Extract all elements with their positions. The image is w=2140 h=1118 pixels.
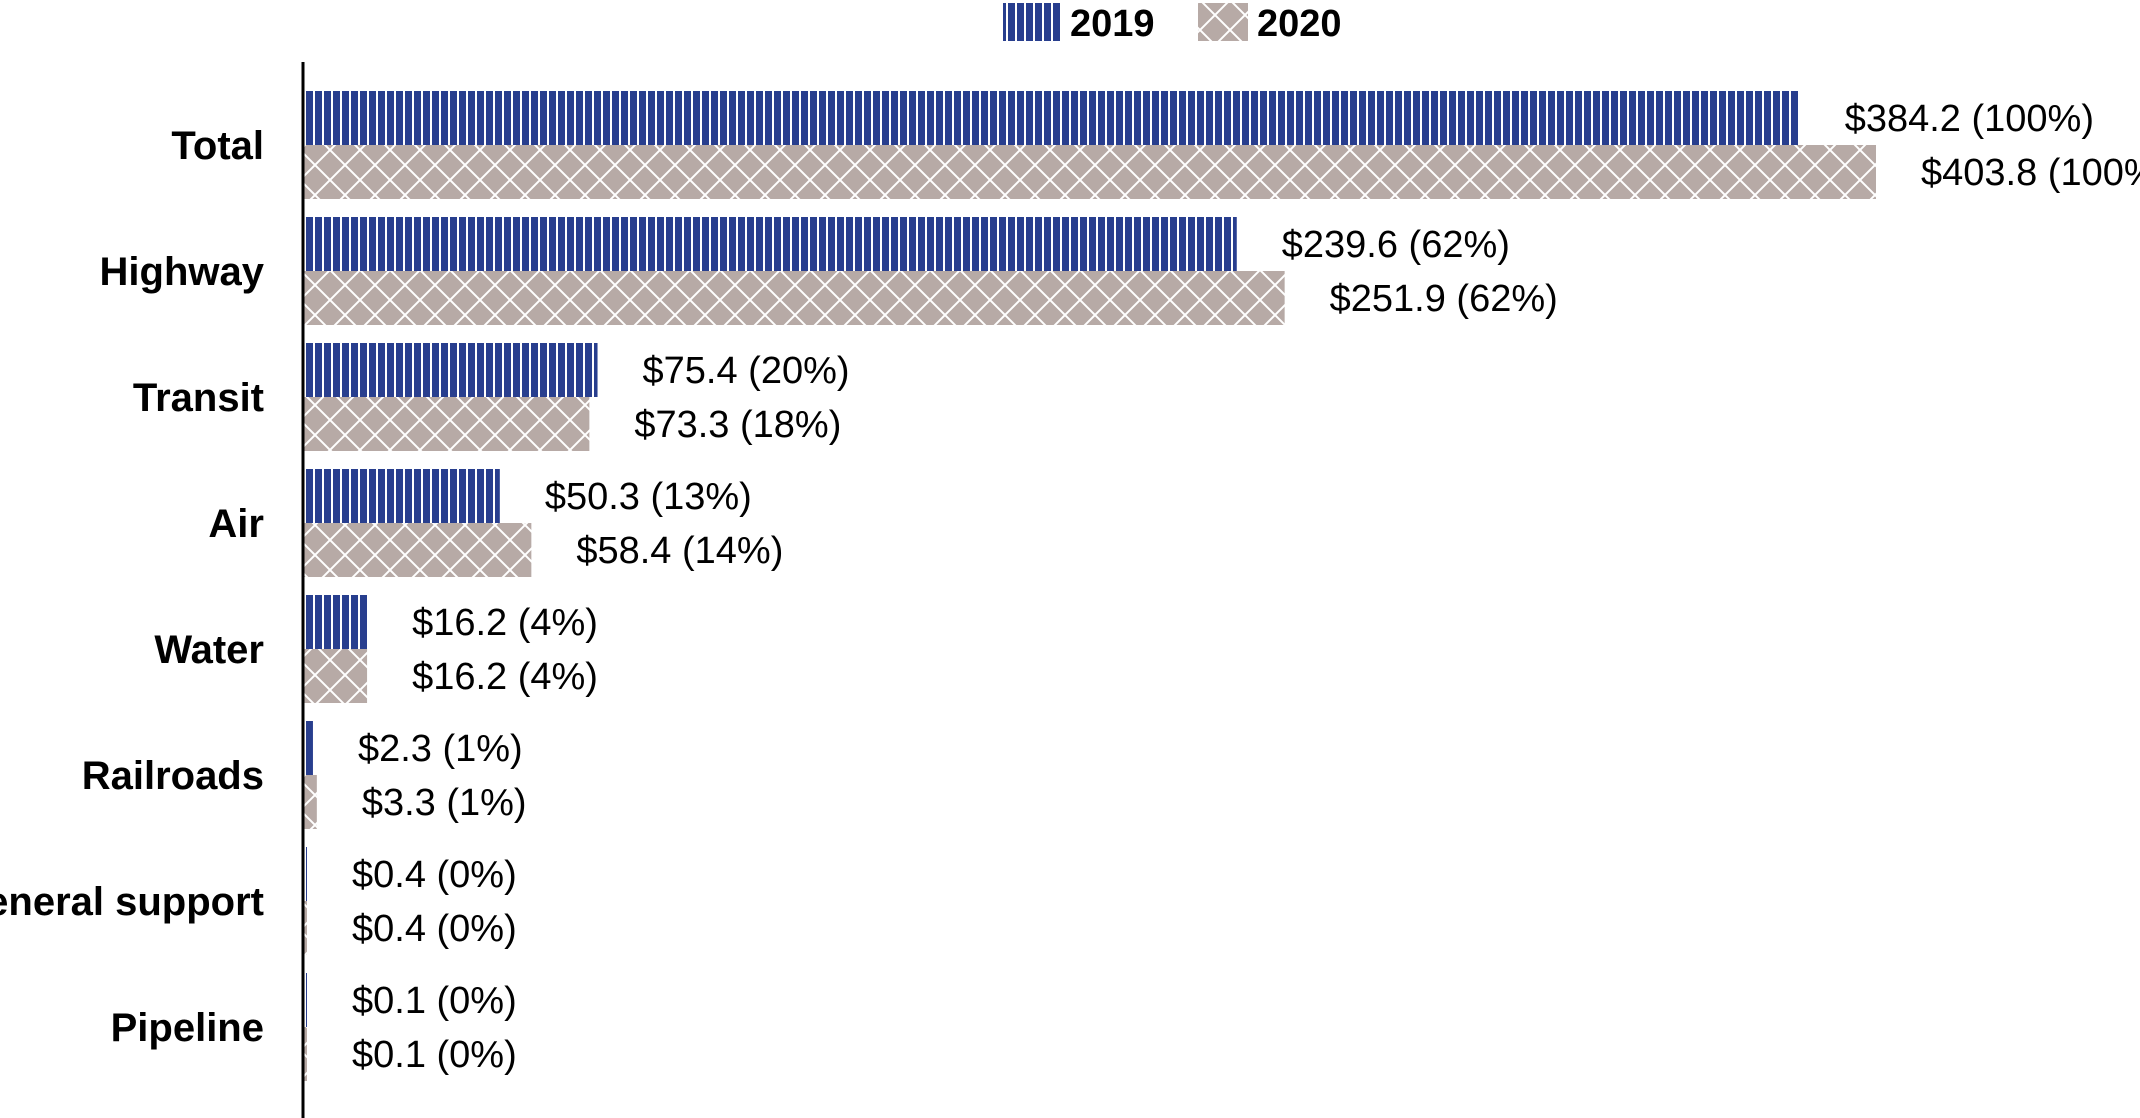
category-label-railroads: Railroads [82, 754, 264, 798]
bar-railroads-2019 [304, 721, 313, 775]
category-labels: Total Highway Transit Air Water Railroads Gene… [0, 124, 265, 1050]
bars [304, 91, 1876, 1081]
bar-highway-2019 [304, 217, 1237, 271]
category-label-pipeline: Pipeline [111, 1006, 264, 1050]
legend-label-2020: 2020 [1257, 3, 1342, 45]
value-label-water-2020: $16.2 (4%) [412, 656, 598, 698]
bar-general-support-2019 [304, 847, 307, 901]
value-label-general-support-2019: $0.4 (0%) [352, 854, 517, 896]
bar-total-2020 [304, 145, 1876, 199]
bar-general-support-2020 [304, 901, 307, 955]
category-label-water: Water [154, 628, 264, 672]
category-label-total: Total [171, 124, 264, 168]
legend-swatch-2020 [1198, 3, 1248, 41]
bar-transit-2019 [304, 343, 598, 397]
value-label-railroads-2019: $2.3 (1%) [358, 728, 523, 770]
legend: 2019 2020 [1003, 3, 1342, 45]
value-label-air-2019: $50.3 (13%) [545, 476, 752, 518]
bar-pipeline-2019 [304, 973, 307, 1027]
value-label-pipeline-2020: $0.1 (0%) [352, 1034, 517, 1076]
bar-highway-2020 [304, 271, 1285, 325]
value-label-pipeline-2019: $0.1 (0%) [352, 980, 517, 1022]
bar-pipeline-2020 [304, 1027, 307, 1081]
category-label-general-support: General support [0, 880, 264, 924]
value-label-railroads-2020: $3.3 (1%) [362, 782, 527, 824]
bar-transit-2020 [304, 397, 590, 451]
value-label-general-support-2020: $0.4 (0%) [352, 908, 517, 950]
value-label-water-2019: $16.2 (4%) [412, 602, 598, 644]
value-label-total-2019: $384.2 (100%) [1845, 98, 2094, 140]
bar-air-2019 [304, 469, 500, 523]
value-label-transit-2019: $75.4 (20%) [643, 350, 850, 392]
value-label-transit-2020: $73.3 (18%) [634, 404, 841, 446]
value-labels: $384.2 (100%) $403.8 (100%) $239.6 (62%) $2… [352, 98, 2140, 1076]
category-label-air: Air [208, 502, 264, 546]
category-label-transit: Transit [133, 376, 264, 420]
value-label-air-2020: $58.4 (14%) [576, 530, 783, 572]
category-label-highway: Highway [100, 250, 265, 294]
bar-air-2020 [304, 523, 532, 577]
legend-swatch-2019 [1003, 3, 1060, 41]
value-label-highway-2019: $239.6 (62%) [1282, 224, 1510, 266]
bar-total-2019 [304, 91, 1800, 145]
bar-railroads-2020 [304, 775, 317, 829]
bar-water-2019 [304, 595, 368, 649]
bar-water-2020 [304, 649, 368, 703]
value-label-highway-2020: $251.9 (62%) [1330, 278, 1558, 320]
legend-label-2019: 2019 [1070, 3, 1155, 45]
value-label-total-2020: $403.8 (100%) [1921, 152, 2140, 194]
